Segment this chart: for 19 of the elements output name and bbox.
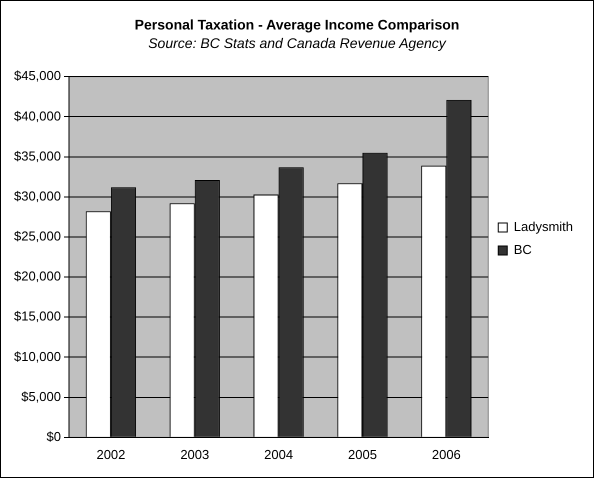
chart-title: Personal Taxation - Average Income Comparison bbox=[134, 16, 460, 32]
x-tick-label: 2004 bbox=[264, 446, 294, 462]
x-tick-label: 2005 bbox=[348, 446, 377, 462]
x-tick-label: 2006 bbox=[432, 446, 461, 462]
y-tick-label: $35,000 bbox=[14, 148, 61, 164]
y-tick-label: $0 bbox=[46, 428, 61, 444]
y-tick-label: $45,000 bbox=[14, 68, 61, 84]
legend-label: Ladysmith bbox=[514, 219, 573, 234]
x-tick-label: 2002 bbox=[96, 446, 126, 462]
y-tick-label: $25,000 bbox=[14, 228, 61, 244]
legend-label: BC bbox=[514, 242, 532, 258]
x-tick-label: 2003 bbox=[180, 446, 210, 462]
chart-subtitle: Source: BC Stats and Canada Revenue Agency bbox=[148, 35, 447, 52]
y-tick-label: $30,000 bbox=[14, 188, 61, 204]
y-tick-label: $10,000 bbox=[14, 348, 61, 364]
y-tick-label: $15,000 bbox=[14, 308, 61, 324]
y-tick-label: $40,000 bbox=[14, 108, 61, 124]
y-tick-label: $20,000 bbox=[14, 268, 61, 284]
y-tick-label: $5,000 bbox=[21, 388, 61, 404]
